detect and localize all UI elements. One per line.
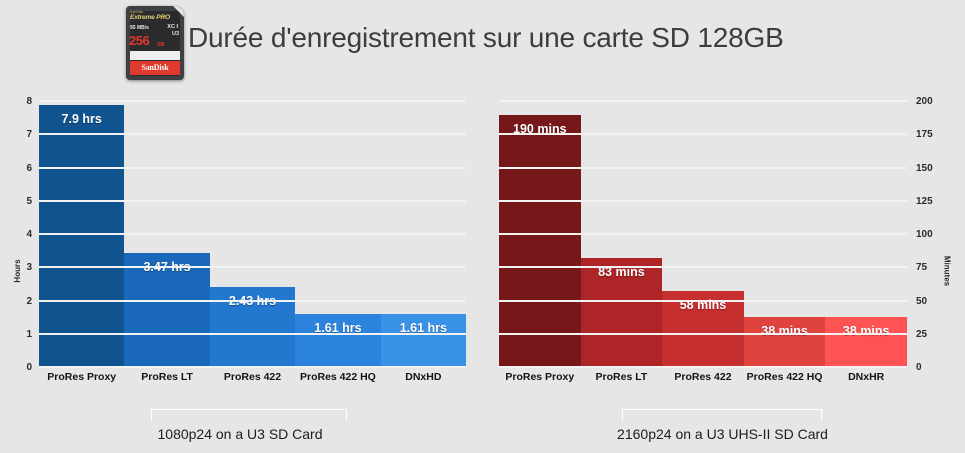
sd-card-white-stripe — [130, 51, 180, 60]
bar-slot: 83 mins — [580, 102, 663, 368]
gridline — [39, 100, 466, 102]
bar-slot: 1.61 hrs — [380, 102, 467, 368]
y-axis-tick-label: 7 — [26, 129, 32, 141]
y-axis-title-hours: Hours — [13, 258, 23, 283]
gridline — [39, 299, 466, 302]
y-axis-tick-label: 1 — [26, 328, 32, 340]
panel-caption-2160p: 2160p24 on a U3 UHS-II SD Card — [617, 426, 828, 442]
bar-prores-422-hq[interactable]: 1.61 hrs — [295, 314, 381, 368]
chart-header: SanDisk Extreme PRO 95 MB/s XC I 256 GB … — [0, 0, 965, 88]
gridline — [499, 166, 907, 169]
y-axis-tick-label: 125 — [916, 195, 933, 207]
bar-slot: 1.61 hrs — [295, 102, 381, 368]
y-axis-tick-label: 0 — [916, 362, 922, 373]
x-axis-label: ProRes 422 — [674, 371, 732, 383]
y-axis-tick-label: 2 — [26, 295, 32, 307]
gridline — [39, 233, 466, 235]
bar-value-label: 7.9 hrs — [61, 112, 102, 127]
gridline — [499, 199, 907, 202]
gridline — [499, 133, 907, 136]
gridline — [39, 332, 466, 335]
bar-value-label: 1.61 hrs — [399, 321, 447, 336]
gridline — [39, 166, 466, 169]
bar-group-1080p: 7.9 hrs 3.47 hrs2.43 hrs 1.61 hrs 1.61 hrs — [39, 102, 467, 368]
gridline — [499, 100, 907, 102]
y-axis-title-minutes: Minutes — [942, 255, 952, 286]
bar-value-label: 38 mins — [842, 324, 890, 339]
x-axis-label: DNxHD — [405, 371, 442, 383]
y-axis-tick-label: 6 — [26, 162, 32, 174]
sd-card-speed-text: 95 MB/s — [130, 25, 149, 31]
chart-panel-1080p: Hours 7.9 hrs 3.47 hrs2.43 hrs 1.61 hrs 1.6… — [0, 88, 480, 453]
gridline — [39, 266, 466, 269]
bar-prores-proxy[interactable]: 7.9 hrs — [39, 105, 125, 368]
x-axis-label: ProRes 422 HQ — [746, 371, 823, 383]
y-axis-tick-label: 75 — [916, 262, 928, 274]
sd-card-brand-text: SanDisk — [130, 10, 144, 14]
sd-card-series-text: Extreme PRO — [130, 14, 170, 21]
gridline — [499, 233, 907, 235]
bar-slot: 38 mins — [825, 102, 907, 368]
x-axis-label: ProRes LT — [595, 371, 648, 383]
bar-prores-lt[interactable]: 3.47 hrs — [124, 252, 210, 368]
bar-prores-proxy[interactable]: 190 mins — [499, 115, 581, 368]
bar-slot: 3.47 hrs — [124, 102, 210, 368]
bar-slot: 58 mins — [662, 102, 744, 368]
x-axis-label: ProRes Proxy — [505, 371, 575, 383]
y-axis-tick-label: 200 — [916, 96, 933, 107]
y-axis-tick-label: 8 — [26, 96, 32, 107]
plot-area-2160p: 190 mins 83 mins 58 mins 38 mins 38 mins 0 25… — [499, 97, 933, 373]
bar-value-label: 190 mins — [513, 122, 567, 137]
x-axis-label: ProRes LT — [141, 371, 193, 383]
bar-slot: 7.9 hrs — [39, 102, 125, 368]
x-axis-label: ProRes 422 HQ — [299, 371, 376, 383]
bar-value-label: 38 mins — [761, 324, 808, 339]
y-axis-tick-label: 175 — [916, 129, 933, 141]
gridline — [499, 266, 907, 269]
x-axis-label: ProRes 422 — [223, 371, 282, 383]
panel-caption-1080p: 1080p24 on a U3 SD Card — [157, 426, 323, 442]
sd-card-notch — [173, 6, 184, 17]
sd-card-capacity-text: 256 — [129, 33, 150, 48]
y-axis-tick-label: 0 — [26, 362, 32, 373]
gridline — [499, 366, 907, 368]
bar-value-label: 1.61 hrs — [314, 321, 362, 336]
bar-dnxhr[interactable]: 38 mins — [825, 317, 907, 368]
y-axis-tick-label: 4 — [26, 229, 32, 240]
y-axis-tick-label: 50 — [916, 295, 928, 307]
gridline — [499, 332, 907, 335]
bar-group-2160p: 190 mins 83 mins 58 mins 38 mins 38 mins — [499, 102, 907, 368]
bar-slot: 2.43 hrs — [209, 102, 296, 368]
chart-panel-2160p: Minutes 190 mins 83 mins 58 mins 38 mins 38 … — [480, 88, 965, 453]
bar-slot: 190 mins — [499, 102, 581, 368]
sd-card-capacity-unit: GB — [157, 42, 165, 48]
y-axis-tick-label: 3 — [26, 262, 32, 274]
gridline — [39, 133, 466, 136]
caption-bracket-2160p — [622, 409, 822, 421]
y-axis-tick-label: 100 — [916, 229, 933, 240]
sd-card-class-mark: U3 — [171, 31, 179, 37]
bar-prores-422[interactable]: 58 mins — [662, 290, 744, 368]
bar-slot: 38 mins — [743, 102, 826, 368]
sd-card-xc-mark: XC I — [167, 24, 178, 30]
gridline — [499, 299, 907, 302]
x-axis-labels-2160p: ProRes Proxy ProRes LT ProRes 422 ProRes 42… — [499, 371, 907, 383]
y-axis-tick-label: 5 — [26, 195, 32, 207]
gridline — [39, 366, 466, 368]
gridline — [39, 199, 466, 202]
sandisk-logo: SanDisk — [130, 61, 180, 75]
sd-card-image: SanDisk Extreme PRO 95 MB/s XC I 256 GB … — [126, 6, 184, 80]
y-axis-tick-label: 25 — [916, 328, 928, 340]
y-axis-tick-label: 150 — [916, 162, 933, 174]
x-axis-label: ProRes Proxy — [47, 371, 117, 383]
caption-bracket-1080p — [151, 409, 347, 421]
page-title: Durée d'enregistrement sur une carte SD … — [188, 22, 784, 53]
x-axis-label: DNxHR — [848, 371, 885, 383]
bar-prores-422-hq[interactable]: 38 mins — [743, 317, 826, 368]
bar-dnxhd[interactable]: 1.61 hrs — [380, 314, 467, 368]
bar-prores-lt[interactable]: 83 mins — [580, 257, 663, 368]
x-axis-labels-1080p: ProRes Proxy ProRes LT ProRes 422 ProRes 42… — [39, 371, 466, 383]
